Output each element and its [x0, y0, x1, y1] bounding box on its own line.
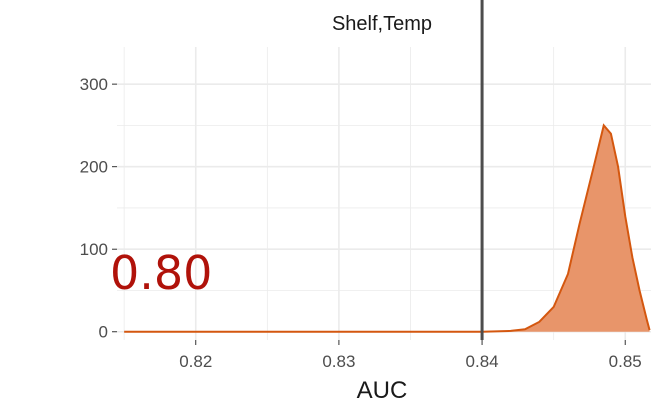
- x-tick-label: 0.83: [322, 352, 355, 371]
- overlay-value-label: 0.80: [110, 246, 213, 300]
- x-tick-label: 0.82: [179, 352, 212, 371]
- x-axis: 0.82 0.83 0.84 0.85: [179, 340, 642, 371]
- y-tick-label: 300: [80, 75, 108, 94]
- x-tick-label: 0.85: [609, 352, 642, 371]
- y-tick-label: 0: [99, 323, 108, 342]
- density-series: [124, 123, 651, 333]
- y-axis: 0 100 200 300: [80, 75, 117, 342]
- y-tick-label: 100: [80, 240, 108, 259]
- density-area: [124, 125, 650, 332]
- density-line: [124, 123, 651, 333]
- facet-title: Shelf,Temp: [332, 13, 432, 35]
- y-tick-label: 200: [80, 158, 108, 177]
- x-tick-label: 0.84: [466, 352, 499, 371]
- x-axis-label: AUC: [357, 377, 408, 404]
